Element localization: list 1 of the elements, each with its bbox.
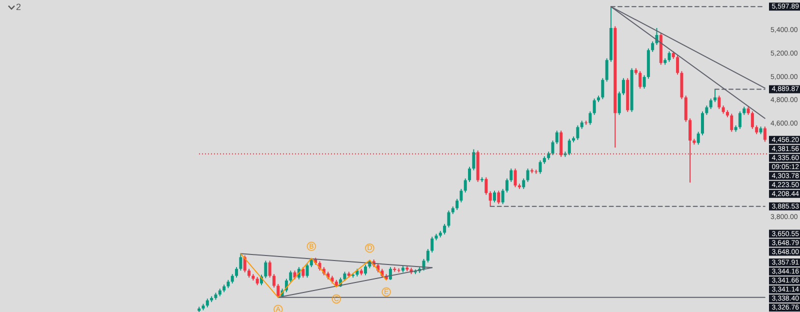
text: 2 [16, 2, 22, 12]
